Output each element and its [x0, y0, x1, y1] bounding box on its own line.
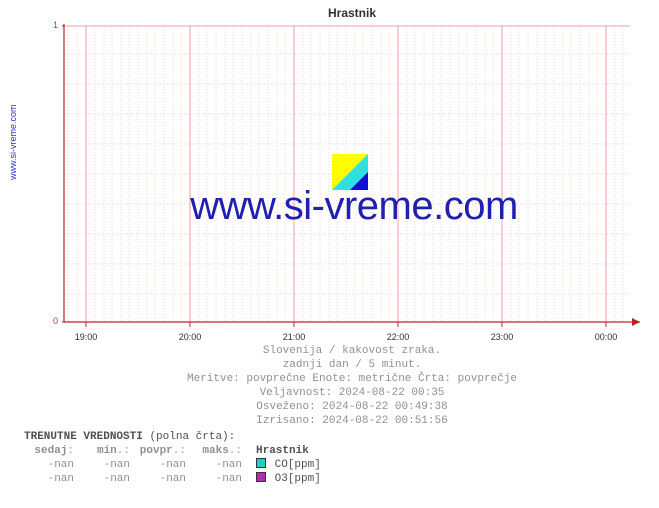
legend-swatch-icon: [256, 472, 266, 482]
chart-metadata: Slovenija / kakovost zraka. zadnji dan /…: [56, 344, 648, 428]
meta-line: Osveženo: 2024-08-22 00:49:38: [56, 400, 648, 414]
table-title: TRENUTNE VREDNOSTI (polna črta):: [24, 430, 327, 444]
watermark-logo-icon: [332, 154, 368, 190]
table-row: -nan -nan -nan -nan O3[ppm]: [24, 472, 327, 486]
series-label: O3[ppm]: [275, 473, 321, 485]
x-tick-label: 21:00: [283, 332, 306, 342]
y-tick-label: 1: [40, 20, 58, 30]
x-tick-label: 20:00: [179, 332, 202, 342]
meta-line: Veljavnost: 2024-08-22 00:35: [56, 386, 648, 400]
meta-line: zadnji dan / 5 minut.: [56, 358, 648, 372]
x-tick-label: 00:00: [595, 332, 618, 342]
current-values-table: TRENUTNE VREDNOSTI (polna črta): sedaj: …: [24, 430, 327, 486]
y-tick-label: 0: [40, 316, 58, 326]
meta-line: Slovenija / kakovost zraka.: [56, 344, 648, 358]
legend-swatch-icon: [256, 458, 266, 468]
x-tick-label: 19:00: [75, 332, 98, 342]
table-row: -nan -nan -nan -nan CO[ppm]: [24, 458, 327, 472]
series-label: CO[ppm]: [275, 459, 321, 471]
x-tick-label: 23:00: [491, 332, 514, 342]
meta-line: Izrisano: 2024-08-22 00:51:56: [56, 414, 648, 428]
meta-line: Meritve: povprečne Enote: metrične Črta:…: [56, 372, 648, 386]
site-url-vertical: www.si-vreme.com: [8, 104, 18, 180]
chart-title: Hrastnik: [56, 6, 648, 20]
plot-area: 1 0 19:00 20:00 21:00 22:00 23:00 00:00: [62, 24, 646, 330]
table-header-row: sedaj: min.: povpr.: maks.: Hrastnik: [24, 444, 327, 458]
chart-container: Hrastnik 1 0 19:00 20:00 21:00 22:00 23:…: [56, 6, 648, 330]
x-tick-label: 22:00: [387, 332, 410, 342]
